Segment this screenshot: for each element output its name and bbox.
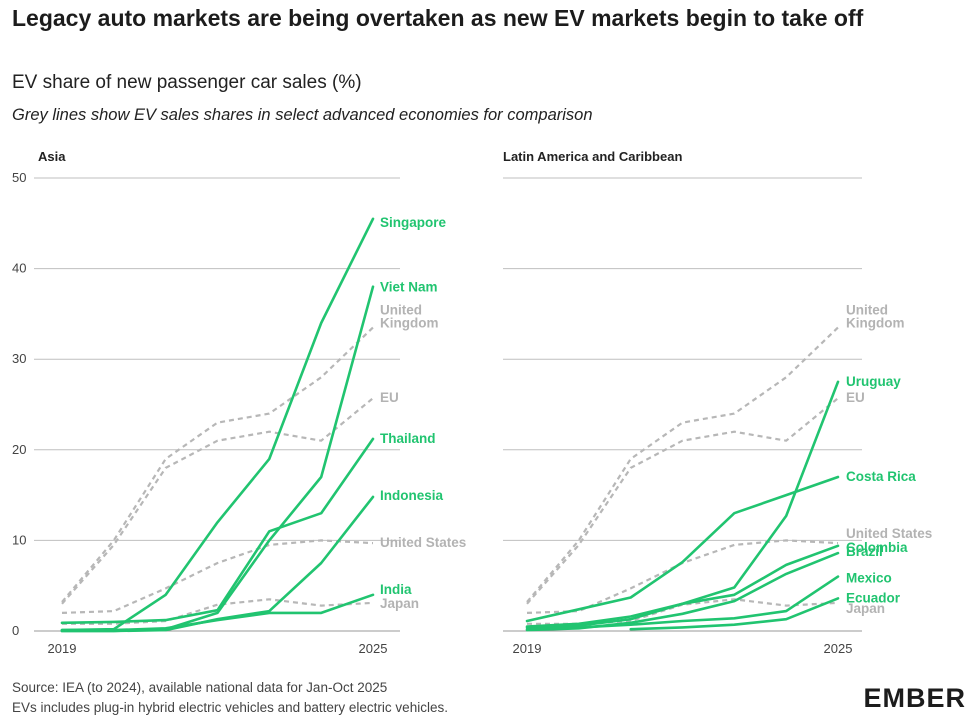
series-line-latin-america-and-caribbean-uruguay: [525, 380, 840, 629]
x-tick-label-latin-america-and-caribbean-2025: 2025: [824, 641, 853, 656]
series-line-latin-america-and-caribbean-mexico: [525, 575, 840, 631]
series-label-asia-united-states: United States: [380, 535, 466, 550]
series-label-latin-america-and-caribbean-costa-rica: Costa Rica: [846, 469, 916, 484]
series-label-latin-america-and-caribbean-colombia: Colombia: [846, 540, 908, 555]
series-label-asia-united-kingdom: United Kingdom: [380, 302, 439, 330]
series-label-asia-viet-nam: Viet Nam: [380, 280, 438, 295]
series-line-latin-america-and-caribbean-ecuador: [629, 597, 840, 631]
series-label-asia-india: India: [380, 582, 412, 597]
series-label-asia-eu: EU: [380, 390, 399, 405]
series-line-asia-thailand: [60, 437, 375, 625]
series-line-latin-america-and-caribbean-brazil: [525, 551, 840, 632]
series-label-asia-japan: Japan: [380, 596, 419, 611]
series-line-asia-singapore: [60, 217, 375, 632]
series-line-asia-japan: [62, 598, 374, 625]
series-line-asia-eu: [61, 397, 374, 605]
series-label-asia-thailand: Thailand: [380, 431, 436, 446]
y-tick-label-50: 50: [12, 170, 26, 185]
series-line-latin-america-and-caribbean-united-states: [526, 539, 839, 614]
series-line-latin-america-and-caribbean-colombia: [525, 544, 840, 628]
x-tick-label-asia-2019: 2019: [48, 641, 77, 656]
y-tick-label-20: 20: [12, 442, 26, 457]
series-label-latin-america-and-caribbean-uruguay: Uruguay: [846, 374, 901, 389]
series-line-latin-america-and-caribbean-costa-rica: [525, 475, 840, 623]
series-label-latin-america-and-caribbean-united-states: United States: [846, 526, 932, 541]
series-label-latin-america-and-caribbean-brazil: Brazil: [846, 544, 883, 559]
x-tick-label-asia-2025: 2025: [359, 641, 388, 656]
y-tick-label-30: 30: [12, 351, 26, 366]
y-tick-label-40: 40: [12, 261, 26, 276]
series-label-latin-america-and-caribbean-ecuador: Ecuador: [846, 590, 901, 605]
y-tick-label-0: 0: [12, 623, 19, 638]
series-line-latin-america-and-caribbean-eu: [526, 397, 839, 605]
series-line-asia-united-kingdom: [61, 326, 374, 603]
series-label-asia-indonesia: Indonesia: [380, 488, 444, 503]
chart-title: Legacy auto markets are being overtaken …: [12, 5, 864, 31]
series-line-asia-india: [60, 593, 375, 632]
series-label-latin-america-and-caribbean-eu: EU: [846, 390, 865, 405]
series-label-latin-america-and-caribbean-mexico: Mexico: [846, 571, 892, 586]
source-footnote: EVs includes plug-in hybrid electric veh…: [12, 700, 448, 715]
chart-note: Grey lines show EV sales shares in selec…: [12, 106, 593, 124]
chart-subtitle: EV share of new passenger car sales (%): [12, 72, 362, 93]
series-line-asia-united-states: [61, 539, 374, 614]
series-line-asia-viet-nam: [60, 285, 375, 633]
ember-logo: EMBER: [863, 683, 966, 713]
y-tick-label-10: 10: [12, 532, 26, 547]
series-label-latin-america-and-caribbean-japan: Japan: [846, 601, 885, 616]
series-label-latin-america-and-caribbean-united-kingdom: United Kingdom: [846, 302, 905, 330]
panel-title-asia: Asia: [38, 149, 66, 164]
series-line-latin-america-and-caribbean-japan: [527, 598, 839, 625]
x-tick-label-latin-america-and-caribbean-2019: 2019: [513, 641, 542, 656]
panel-title-latam: Latin America and Caribbean: [503, 149, 683, 164]
source-text: Source: IEA (to 2024), available nationa…: [12, 680, 388, 695]
series-label-asia-singapore: Singapore: [380, 215, 447, 230]
